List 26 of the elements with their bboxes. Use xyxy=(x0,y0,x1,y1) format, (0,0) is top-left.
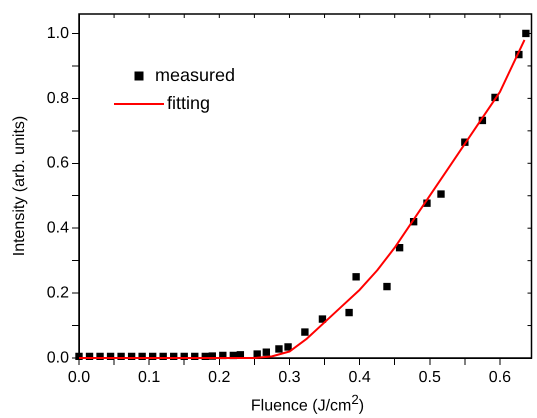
point xyxy=(522,30,530,38)
y-tick-label: 0.2 xyxy=(46,284,70,302)
x-tick-label: 0.5 xyxy=(418,369,441,386)
point xyxy=(275,345,283,353)
y-tick-label: 0.6 xyxy=(46,154,70,172)
legend-label: measured xyxy=(155,64,236,85)
x-tick-label: 0.3 xyxy=(278,369,301,386)
x-tick-label: 0.6 xyxy=(488,369,512,386)
point xyxy=(262,348,270,356)
x-tick-label: 0.0 xyxy=(68,369,90,386)
point xyxy=(352,273,360,281)
x-axis-title: Fluence (J/cm$^{2}$) xyxy=(250,392,366,416)
y-tick-label: 1.0 xyxy=(46,24,70,42)
point xyxy=(301,328,309,336)
x-tick-label: 0.1 xyxy=(138,369,160,386)
point xyxy=(437,190,445,198)
legend-label: fitting xyxy=(167,92,210,113)
y-tick-label: 0.0 xyxy=(46,349,70,366)
x-tick-label: 0.2 xyxy=(208,369,231,386)
point xyxy=(345,308,353,316)
x-tick-label: 0.4 xyxy=(348,369,371,386)
point xyxy=(383,282,391,290)
y-tick-label: 0.8 xyxy=(46,90,70,107)
y-tick-label: 0.4 xyxy=(46,220,70,237)
point xyxy=(396,244,404,252)
y-axis-title: Intensity (arb. units) xyxy=(11,116,29,256)
